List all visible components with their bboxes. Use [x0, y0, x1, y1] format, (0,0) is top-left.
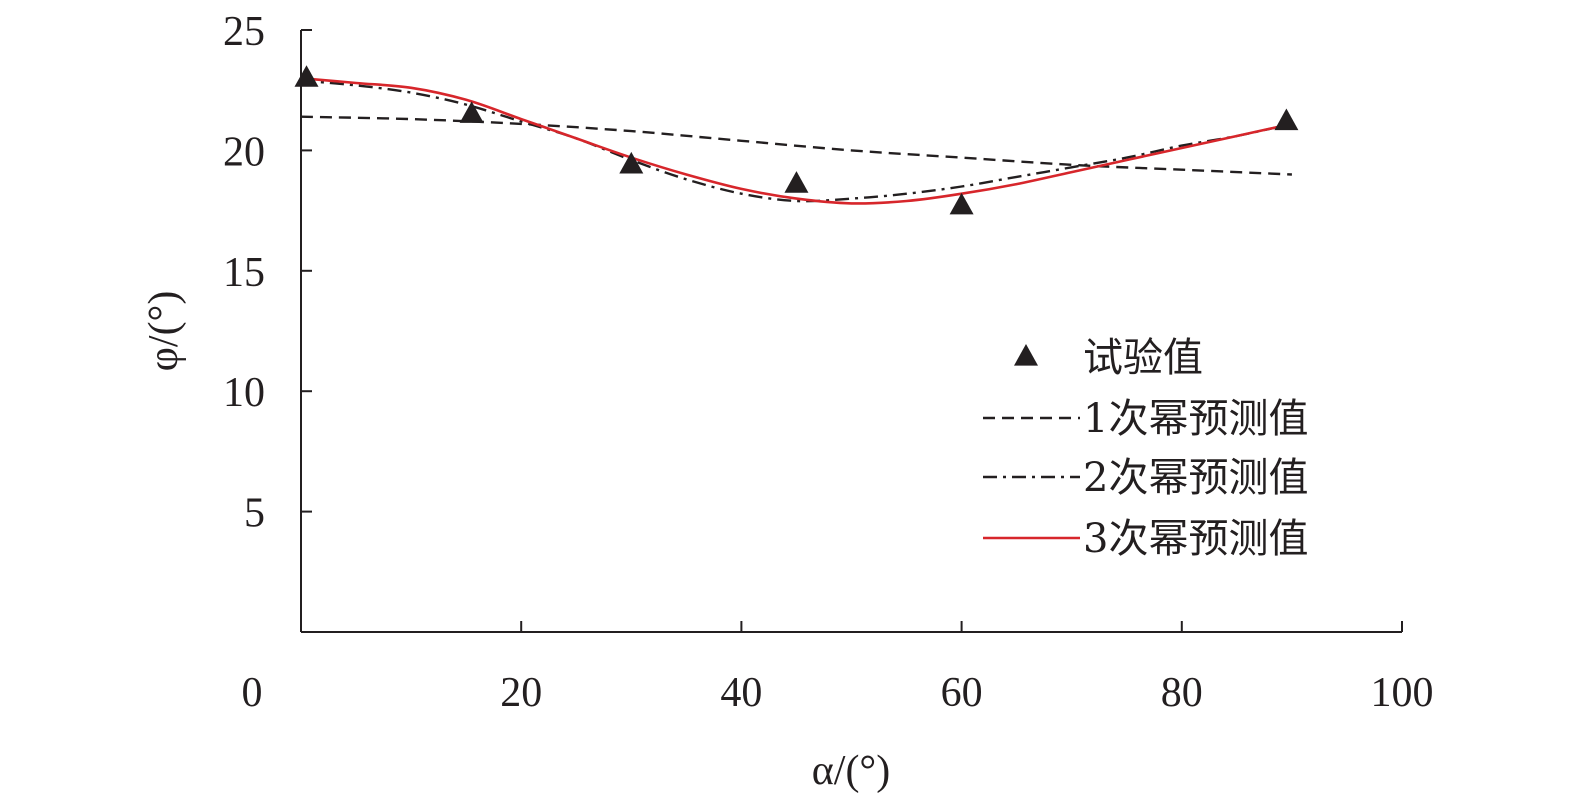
x-tick-label: 60 — [941, 670, 983, 716]
data-point — [1274, 108, 1299, 131]
x-tick-label: 0 — [242, 670, 263, 716]
y-axis-title: φ/(°) — [141, 291, 187, 372]
series-line-3 — [300, 76, 1293, 205]
plot-series — [294, 65, 1299, 215]
data-point — [294, 65, 319, 87]
data-point — [619, 151, 644, 174]
y-tick-label: 10 — [223, 370, 265, 416]
data-point — [784, 171, 809, 193]
series-line-2 — [300, 79, 1293, 203]
legend-marker — [1014, 344, 1038, 366]
data-point — [459, 101, 484, 123]
legend-label: 试验值 — [1083, 335, 1203, 381]
legend-label: 2次幂预测值 — [1083, 455, 1308, 501]
y-ticks: 5 10 15 20 25 — [223, 9, 312, 537]
x-tick-label: 40 — [720, 670, 762, 716]
legend-label: 1次幂预测值 — [1083, 396, 1308, 442]
legend-label: 3次幂预测值 — [1083, 516, 1308, 562]
y-tick-label: 25 — [223, 9, 265, 55]
y-tick-label: 20 — [223, 129, 265, 175]
series-line-1 — [300, 115, 1292, 176]
legend: 试验值 1次幂预测值 2次幂预测值 3次幂预测值 — [983, 335, 1308, 562]
y-tick-label: 15 — [223, 250, 265, 296]
axes — [300, 30, 1402, 633]
y-tick-label: 5 — [244, 491, 265, 537]
x-ticks: 0 20 40 60 80 100 — [242, 621, 1434, 716]
x-tick-label: 100 — [1371, 670, 1434, 716]
data-point — [949, 192, 974, 215]
x-tick-label: 20 — [500, 670, 542, 716]
x-axis-title: α/(°) — [812, 748, 890, 794]
x-tick-label: 80 — [1161, 670, 1203, 716]
